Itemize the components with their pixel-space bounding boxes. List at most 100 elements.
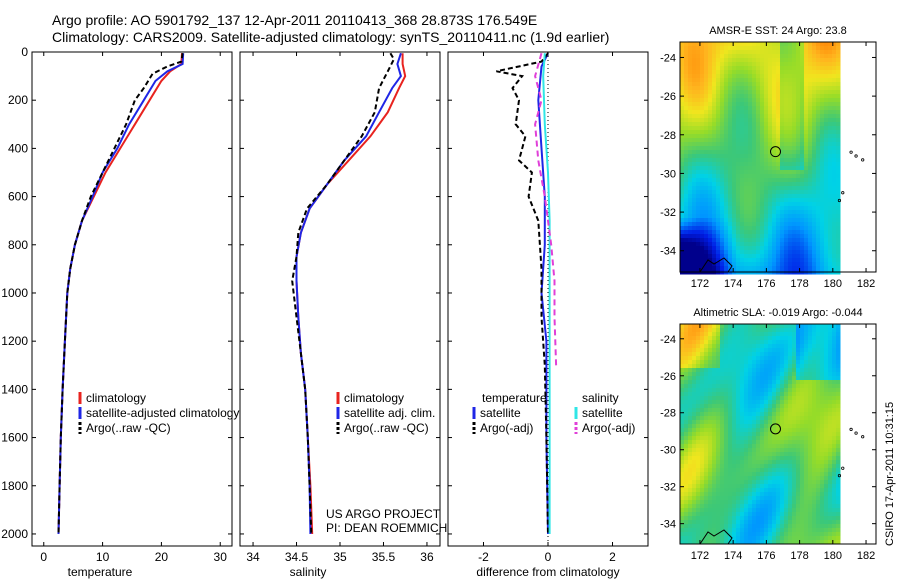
map-cell — [748, 214, 753, 219]
map-cell — [736, 388, 741, 393]
map-cell — [688, 254, 693, 259]
map-cell — [716, 352, 721, 357]
map-cell — [768, 146, 773, 151]
map-cell — [716, 106, 721, 111]
map-cell — [800, 214, 805, 219]
map-cell — [796, 162, 801, 167]
map-cell — [824, 262, 829, 267]
map-cell — [724, 254, 729, 259]
map-cell — [828, 130, 833, 135]
map-cell — [708, 90, 713, 95]
map-cell — [792, 250, 797, 255]
map-cell — [828, 82, 833, 87]
map-cell — [716, 496, 721, 501]
map-cell — [736, 444, 741, 449]
map-y-tick-label: -32 — [660, 207, 676, 219]
map-cell — [692, 134, 697, 139]
map-cell — [692, 540, 697, 545]
map-cell — [764, 424, 769, 429]
map-cell — [824, 42, 829, 47]
map-cell — [836, 476, 841, 481]
map-cell — [712, 54, 717, 59]
map-cell — [692, 444, 697, 449]
map-cell — [704, 126, 709, 131]
map-cell — [768, 258, 773, 263]
map-cell — [732, 368, 737, 373]
map-cell — [780, 532, 785, 537]
map-cell — [820, 524, 825, 529]
map-cell — [748, 324, 753, 329]
map-cell — [836, 404, 841, 409]
map-cell — [740, 126, 745, 131]
map-cell — [732, 336, 737, 341]
map-cell — [736, 82, 741, 87]
map-cell — [816, 150, 821, 155]
map-cell — [728, 158, 733, 163]
map-cell — [764, 46, 769, 51]
map-cell — [720, 436, 725, 441]
map-cell — [712, 154, 717, 159]
map-cell — [724, 214, 729, 219]
map-cell — [748, 226, 753, 231]
map-cell — [772, 388, 777, 393]
map-cell — [792, 504, 797, 509]
map-cell — [768, 70, 773, 75]
map-cell — [796, 146, 801, 151]
map-cell — [684, 472, 689, 477]
map-cell — [700, 392, 705, 397]
map-cell — [696, 344, 701, 349]
map-cell — [680, 58, 685, 63]
map-cell — [684, 336, 689, 341]
map-cell — [788, 126, 793, 131]
map-cell — [788, 444, 793, 449]
map-cell — [816, 102, 821, 107]
map-cell — [792, 158, 797, 163]
map-cell — [716, 336, 721, 341]
map-cell — [804, 400, 809, 405]
map-cell — [812, 266, 817, 271]
map-cell — [712, 520, 717, 525]
map-cell — [716, 540, 721, 545]
map-cell — [764, 134, 769, 139]
map-cell — [752, 468, 757, 473]
map-cell — [832, 392, 837, 397]
map-cell — [700, 488, 705, 493]
map-cell — [816, 396, 821, 401]
map-cell — [700, 460, 705, 465]
map-cell — [688, 504, 693, 509]
map-cell — [808, 412, 813, 417]
map-cell — [684, 452, 689, 457]
map-cell — [684, 170, 689, 175]
map-cell — [712, 400, 717, 405]
map-cell — [816, 436, 821, 441]
map-cell — [680, 480, 685, 485]
map-cell — [796, 118, 801, 123]
map-cell — [760, 424, 765, 429]
map-cell — [832, 476, 837, 481]
map-cell — [800, 186, 805, 191]
map-cell — [820, 154, 825, 159]
map-cell — [780, 238, 785, 243]
map-cell — [816, 392, 821, 397]
map-cell — [748, 420, 753, 425]
map-cell — [692, 138, 697, 143]
map-cell — [692, 114, 697, 119]
map-cell — [768, 364, 773, 369]
map-cell — [684, 412, 689, 417]
map-cell — [820, 54, 825, 59]
map-cell — [708, 214, 713, 219]
y-tick-label: 2000 — [1, 527, 28, 541]
map-cell — [736, 456, 741, 461]
map-cell — [784, 380, 789, 385]
map-cell — [736, 146, 741, 151]
map-cell — [732, 452, 737, 457]
map-cell — [760, 432, 765, 437]
map-cell — [792, 234, 797, 239]
map-cell — [688, 134, 693, 139]
map-cell — [736, 142, 741, 147]
map-cell — [832, 524, 837, 529]
map-cell — [708, 266, 713, 271]
map-cell — [784, 460, 789, 465]
map-cell — [740, 230, 745, 235]
map-cell — [680, 352, 685, 357]
